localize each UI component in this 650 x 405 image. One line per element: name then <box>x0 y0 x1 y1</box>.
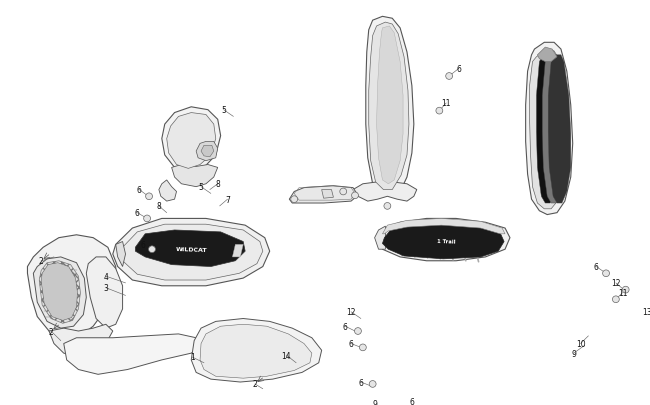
Text: 9: 9 <box>571 349 576 358</box>
Circle shape <box>352 192 358 199</box>
Polygon shape <box>374 226 385 249</box>
Text: 6: 6 <box>136 185 142 194</box>
Polygon shape <box>548 55 571 204</box>
Text: 1 Trail: 1 Trail <box>437 238 456 244</box>
Text: 6: 6 <box>343 322 348 331</box>
Text: 2: 2 <box>253 379 257 388</box>
Text: 2: 2 <box>39 257 44 266</box>
Circle shape <box>369 381 376 387</box>
Text: 11: 11 <box>441 99 451 108</box>
Circle shape <box>622 287 629 293</box>
Polygon shape <box>369 23 409 190</box>
Polygon shape <box>536 55 559 204</box>
Polygon shape <box>530 50 567 209</box>
Text: 8: 8 <box>157 202 161 211</box>
Text: 6: 6 <box>594 262 599 271</box>
Text: 5: 5 <box>199 183 203 192</box>
Circle shape <box>354 328 361 335</box>
Circle shape <box>603 270 610 277</box>
Text: 7: 7 <box>225 195 230 204</box>
Text: 6: 6 <box>141 240 146 249</box>
Polygon shape <box>166 113 216 169</box>
Circle shape <box>149 246 155 253</box>
Text: 4: 4 <box>103 272 109 281</box>
Polygon shape <box>191 319 322 382</box>
Polygon shape <box>135 230 245 267</box>
Polygon shape <box>113 219 270 286</box>
Polygon shape <box>526 43 573 215</box>
Polygon shape <box>378 219 510 261</box>
Polygon shape <box>159 181 177 202</box>
Polygon shape <box>542 55 565 204</box>
Polygon shape <box>322 190 333 199</box>
Polygon shape <box>64 334 201 374</box>
Polygon shape <box>39 261 81 324</box>
Circle shape <box>418 392 425 399</box>
Text: 6: 6 <box>135 209 140 217</box>
Circle shape <box>340 189 346 195</box>
Polygon shape <box>41 263 77 321</box>
Polygon shape <box>200 324 312 378</box>
Circle shape <box>384 203 391 210</box>
Circle shape <box>144 215 151 222</box>
Text: 12: 12 <box>346 307 356 316</box>
Text: 13: 13 <box>642 307 650 316</box>
Text: 2: 2 <box>49 327 53 336</box>
Text: 6: 6 <box>358 377 363 386</box>
Polygon shape <box>123 225 263 280</box>
Polygon shape <box>49 324 113 357</box>
Circle shape <box>446 73 452 80</box>
Polygon shape <box>538 48 557 62</box>
Polygon shape <box>353 182 417 202</box>
Text: 9: 9 <box>372 399 377 405</box>
Text: 3: 3 <box>103 284 109 292</box>
Text: 6: 6 <box>456 65 461 74</box>
Text: 11: 11 <box>618 288 627 297</box>
Polygon shape <box>162 107 220 173</box>
Text: WILDCAT: WILDCAT <box>176 247 207 253</box>
Polygon shape <box>196 142 218 161</box>
Polygon shape <box>201 146 214 158</box>
Polygon shape <box>366 17 414 197</box>
Text: 10: 10 <box>576 339 586 348</box>
Polygon shape <box>233 245 243 257</box>
Polygon shape <box>382 219 505 234</box>
Text: 1: 1 <box>190 353 194 362</box>
Text: 14: 14 <box>281 351 291 360</box>
Polygon shape <box>172 165 218 187</box>
Polygon shape <box>116 242 125 267</box>
Circle shape <box>291 196 298 203</box>
Polygon shape <box>86 257 123 328</box>
Polygon shape <box>376 27 403 184</box>
Circle shape <box>359 344 367 351</box>
Text: 6: 6 <box>348 339 354 348</box>
Circle shape <box>612 296 619 303</box>
Circle shape <box>436 108 443 115</box>
Circle shape <box>146 194 153 200</box>
Text: 12: 12 <box>611 279 621 288</box>
Polygon shape <box>33 257 86 328</box>
Text: 6: 6 <box>410 397 414 405</box>
Polygon shape <box>27 235 116 338</box>
Text: 5: 5 <box>221 106 226 115</box>
Polygon shape <box>382 223 504 259</box>
Polygon shape <box>289 186 358 204</box>
Text: 8: 8 <box>215 180 220 189</box>
